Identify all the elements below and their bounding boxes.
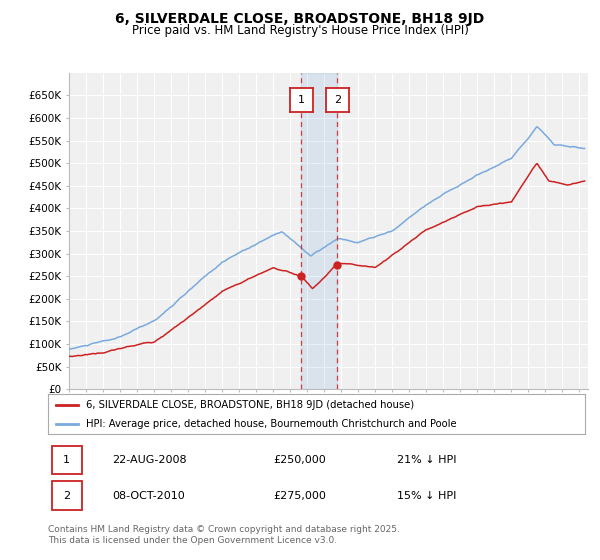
Text: 1: 1 [63,455,70,465]
Text: 1: 1 [298,95,305,105]
Text: £275,000: £275,000 [274,491,326,501]
Text: Contains HM Land Registry data © Crown copyright and database right 2025.
This d: Contains HM Land Registry data © Crown c… [48,525,400,545]
Text: 2: 2 [63,491,70,501]
Text: 15% ↓ HPI: 15% ↓ HPI [397,491,457,501]
Text: 6, SILVERDALE CLOSE, BROADSTONE, BH18 9JD: 6, SILVERDALE CLOSE, BROADSTONE, BH18 9J… [115,12,485,26]
Text: 6, SILVERDALE CLOSE, BROADSTONE, BH18 9JD (detached house): 6, SILVERDALE CLOSE, BROADSTONE, BH18 9J… [86,400,414,409]
Text: Price paid vs. HM Land Registry's House Price Index (HPI): Price paid vs. HM Land Registry's House … [131,24,469,36]
Text: 2: 2 [334,95,341,105]
Text: 08-OCT-2010: 08-OCT-2010 [112,491,185,501]
Text: 22-AUG-2008: 22-AUG-2008 [112,455,187,465]
FancyBboxPatch shape [52,446,82,474]
Text: 21% ↓ HPI: 21% ↓ HPI [397,455,457,465]
Bar [301,73,337,389]
Text: £250,000: £250,000 [274,455,326,465]
Text: HPI: Average price, detached house, Bournemouth Christchurch and Poole: HPI: Average price, detached house, Bour… [86,419,456,429]
FancyBboxPatch shape [52,482,82,510]
